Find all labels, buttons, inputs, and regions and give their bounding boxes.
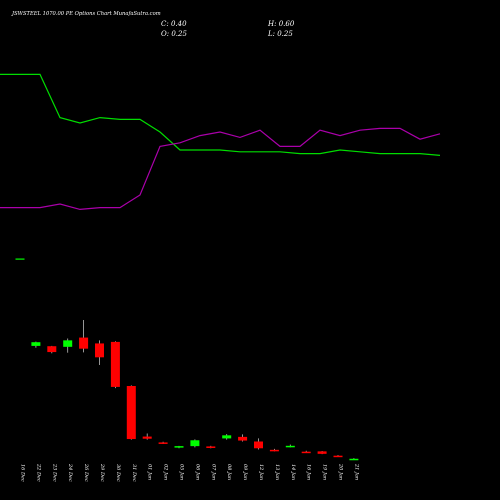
candle-13-jan bbox=[269, 448, 279, 452]
x-tick-label: 16 Jan bbox=[306, 464, 312, 480]
x-tick-label: 21 Jan bbox=[353, 463, 359, 480]
candle-body bbox=[206, 446, 216, 448]
candle-21-jan bbox=[349, 458, 359, 461]
candle-14-jan bbox=[285, 444, 295, 448]
x-tick-label: 14 Jan bbox=[290, 464, 296, 480]
candle-body bbox=[126, 385, 136, 440]
candle-19-jan bbox=[317, 451, 327, 455]
candle-09-jan bbox=[238, 434, 248, 442]
candle-body bbox=[110, 341, 120, 387]
candle-16-dec bbox=[15, 258, 25, 260]
candle-22-dec bbox=[31, 341, 41, 348]
candle-body bbox=[95, 343, 104, 358]
line-series-1 bbox=[0, 73, 441, 156]
x-tick-label: 24 Dec bbox=[67, 463, 73, 482]
x-tick-label: 01 Jan bbox=[147, 464, 153, 480]
x-tick-label: 02 Jan bbox=[163, 464, 169, 480]
x-tick-label: 31 Dec bbox=[131, 464, 137, 482]
candlestick-layer bbox=[15, 258, 359, 461]
candle-23-dec bbox=[47, 345, 57, 354]
high-value: H: 0.60 bbox=[267, 20, 295, 28]
candle-06-jan bbox=[190, 439, 200, 448]
candle-08-jan bbox=[222, 434, 232, 440]
line-series-2 bbox=[0, 127, 441, 211]
candle-body bbox=[222, 435, 232, 439]
x-tick-label: 09 Jan bbox=[242, 464, 248, 480]
candle-body bbox=[47, 346, 57, 353]
x-tick-label: 30 Dec bbox=[115, 464, 121, 482]
candle-body bbox=[31, 342, 41, 346]
candle-01-jan bbox=[142, 433, 152, 440]
x-tick-label: 19 Jan bbox=[322, 464, 328, 480]
low-value: L: 0.25 bbox=[267, 30, 293, 38]
candle-29-dec bbox=[95, 340, 104, 366]
x-tick-label: 22 Dec bbox=[35, 463, 41, 482]
x-tick-label: 05 Jan bbox=[179, 464, 185, 480]
candle-body bbox=[333, 455, 343, 458]
candle-26-dec bbox=[79, 320, 89, 353]
x-tick-label: 29 Dec bbox=[99, 463, 105, 482]
x-tick-label: 12 Jan bbox=[258, 464, 264, 480]
close-value: C: 0.40 bbox=[161, 20, 187, 28]
x-tick-label: 16 Dec bbox=[20, 464, 26, 482]
x-tick-label: 26 Dec bbox=[83, 463, 89, 482]
x-axis-ticks: 16 Dec 22 Dec 23 Dec 24 Dec 26 Dec 29 Dec 30 D… bbox=[20, 463, 360, 482]
open-value: O: 0.25 bbox=[161, 30, 187, 38]
candle-02-jan bbox=[158, 441, 168, 444]
candle-body bbox=[254, 441, 263, 449]
x-tick-label: 13 Jan bbox=[274, 464, 280, 480]
candle-20-jan bbox=[333, 455, 343, 458]
candle-body bbox=[285, 445, 295, 448]
candle-30-dec bbox=[110, 341, 120, 389]
candle-body bbox=[317, 451, 327, 454]
x-tick-label: 08 Jan bbox=[226, 464, 232, 480]
candle-body bbox=[269, 449, 279, 452]
candle-05-jan bbox=[174, 445, 184, 449]
candle-body bbox=[174, 446, 184, 448]
candle-body bbox=[63, 340, 73, 347]
x-tick-label: 06 Jan bbox=[194, 464, 200, 480]
candle-body bbox=[158, 442, 168, 444]
chart-title: JSWSTEEL 1070.00 PE Options Chart Munafa… bbox=[11, 11, 161, 17]
x-tick-label: 23 Dec bbox=[51, 463, 57, 482]
x-tick-label: 07 Jan bbox=[210, 464, 216, 480]
candle-16-jan bbox=[301, 450, 311, 454]
line-series-layer bbox=[0, 73, 441, 211]
candle-31-dec bbox=[126, 385, 136, 440]
candle-body bbox=[15, 258, 25, 260]
candle-body bbox=[301, 451, 311, 454]
candle-body bbox=[349, 458, 359, 461]
candle-24-dec bbox=[63, 338, 73, 353]
candle-body bbox=[142, 436, 152, 439]
candle-12-jan bbox=[254, 438, 263, 450]
candle-body bbox=[79, 337, 89, 349]
candle-body bbox=[190, 440, 200, 447]
candle-body bbox=[238, 436, 248, 441]
x-tick-label: 20 Jan bbox=[338, 463, 344, 480]
candle-07-jan bbox=[206, 445, 216, 449]
